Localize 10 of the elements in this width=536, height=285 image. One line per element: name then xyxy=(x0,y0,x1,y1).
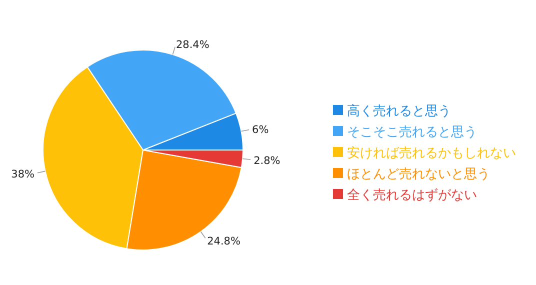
legend-label: 全く売れるはずがない xyxy=(347,188,477,203)
legend-label: 安ければ売れるかもしれない xyxy=(347,145,516,161)
data-label: 38% xyxy=(11,168,35,181)
legend-label: そこそこ売れると思う xyxy=(347,125,477,140)
data-label: 6% xyxy=(252,124,269,136)
data-label: 28.4% xyxy=(176,39,210,52)
data-label: 24.8% xyxy=(207,236,240,248)
legend-label: ほとんど売れないと思う xyxy=(347,167,490,182)
data-label: 2.8% xyxy=(254,154,280,167)
legend-label: 高く売れると思う xyxy=(347,103,451,119)
